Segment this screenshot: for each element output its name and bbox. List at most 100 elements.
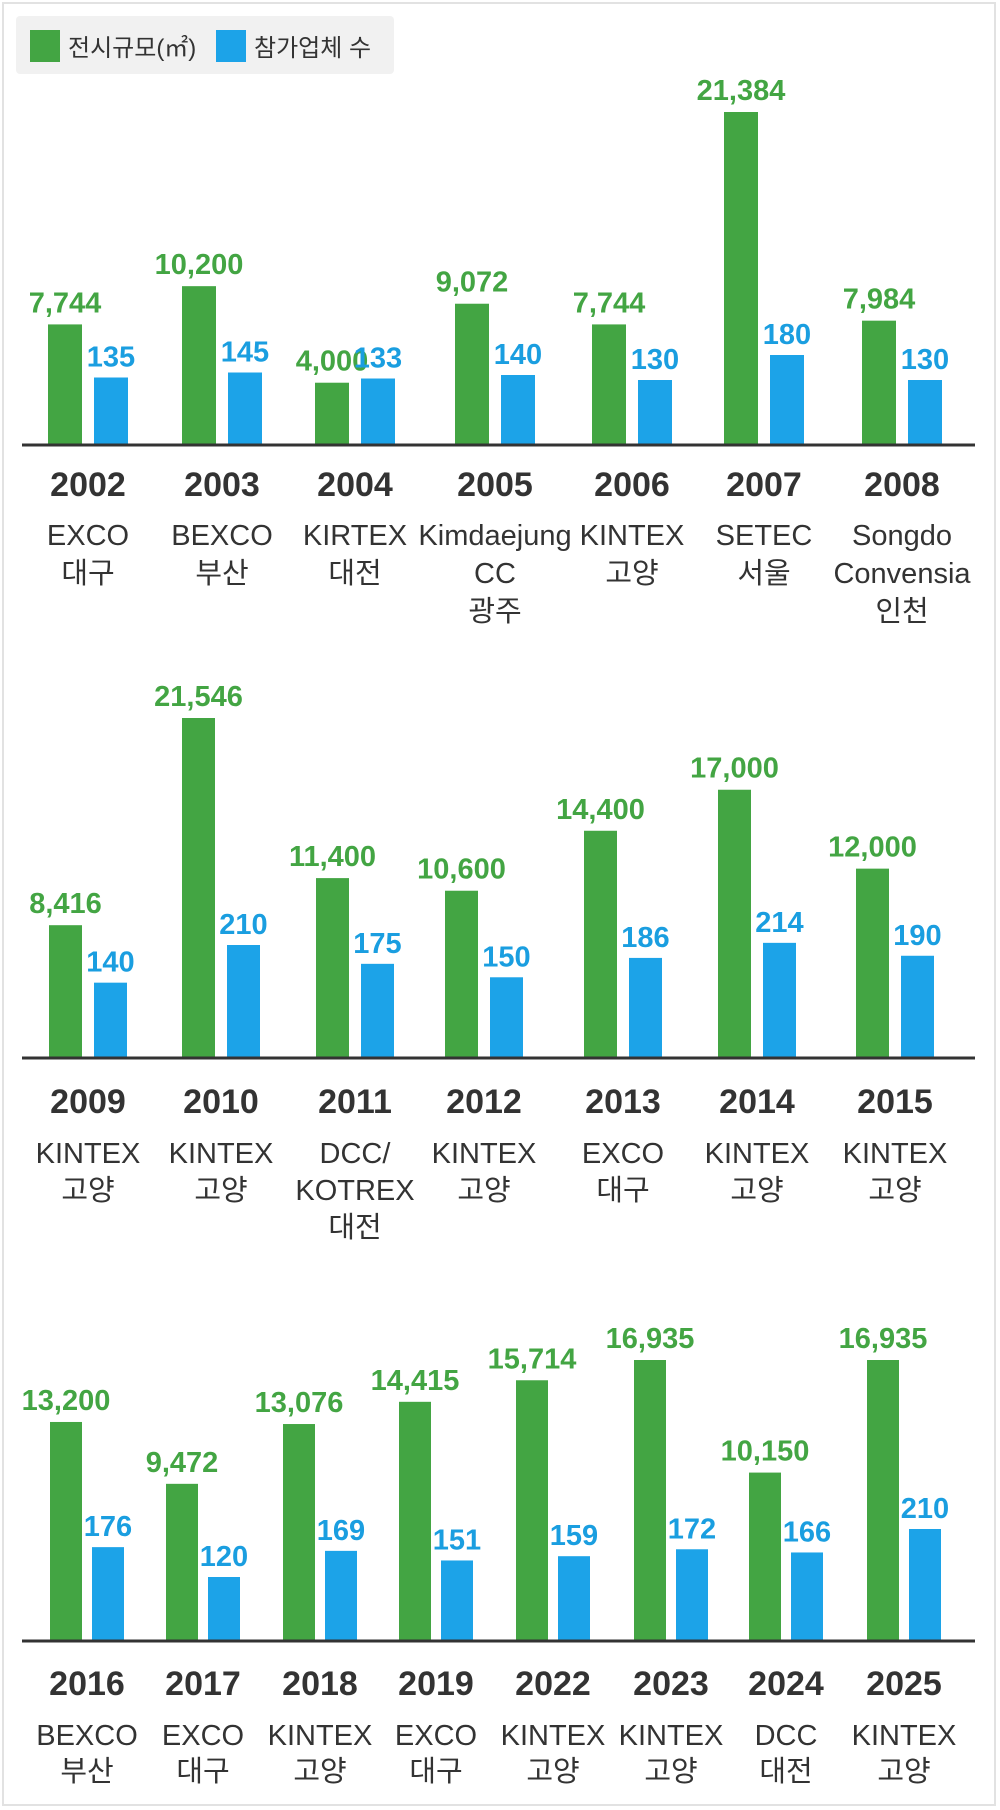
venue-label-2015: 고양 xyxy=(868,1175,921,1207)
bar-area-2002 xyxy=(48,324,82,445)
data-label-area-2004: 4,000 xyxy=(296,346,369,378)
venue-label-2022: KINTEX xyxy=(501,1720,606,1752)
venue-label-2012: 고양 xyxy=(457,1175,510,1207)
bar-area-2005 xyxy=(455,303,489,445)
venue-label-2002: 대구 xyxy=(61,557,114,590)
venue-label-2017: 대구 xyxy=(176,1755,229,1788)
bar-count-2012 xyxy=(490,977,523,1058)
venue-label-2006: 고양 xyxy=(605,558,658,590)
venue-label-2015: KINTEX xyxy=(843,1138,948,1170)
data-label-area-2009: 8,416 xyxy=(29,888,102,920)
data-label-count-2009: 140 xyxy=(86,947,134,979)
data-label-area-2025: 16,935 xyxy=(839,1323,928,1355)
data-label-count-2007: 180 xyxy=(763,319,811,351)
bar-area-2006 xyxy=(592,324,626,445)
legend-swatch-count xyxy=(216,29,246,62)
venue-label-2008: Songdo xyxy=(852,520,952,552)
data-label-count-2022: 159 xyxy=(550,1520,598,1552)
bar-count-2017 xyxy=(208,1577,240,1641)
venue-label-2010: 고양 xyxy=(194,1175,247,1207)
bar-area-2018 xyxy=(283,1424,315,1641)
data-label-count-2002: 135 xyxy=(87,342,135,374)
bar-area-2011 xyxy=(316,878,349,1058)
bar-area-2022 xyxy=(516,1380,548,1641)
venue-label-2022: 고양 xyxy=(526,1756,579,1788)
bar-count-2007 xyxy=(770,355,804,445)
venue-label-2004: 대전 xyxy=(328,557,381,590)
bar-count-2008 xyxy=(908,380,942,445)
venue-label-2003: 부산 xyxy=(195,558,248,590)
data-label-area-2014: 17,000 xyxy=(690,753,779,785)
bar-area-2024 xyxy=(749,1472,781,1641)
year-label-2014: 2014 xyxy=(719,1083,795,1121)
bar-count-2003 xyxy=(228,372,262,445)
venue-label-2005: 광주 xyxy=(468,596,521,628)
data-label-area-2007: 21,384 xyxy=(697,75,786,107)
year-label-2006: 2006 xyxy=(594,466,670,504)
bar-count-2010 xyxy=(227,945,260,1058)
data-label-count-2023: 172 xyxy=(668,1513,716,1545)
bar-count-2023 xyxy=(676,1549,708,1641)
data-label-area-2008: 7,984 xyxy=(843,284,916,316)
year-label-2002: 2002 xyxy=(50,466,126,504)
bar-area-2007 xyxy=(724,112,758,445)
bar-count-2005 xyxy=(501,375,535,445)
bar-area-2014 xyxy=(718,789,751,1058)
bar-count-2011 xyxy=(361,963,394,1058)
year-label-2010: 2010 xyxy=(183,1083,259,1121)
bar-area-2003 xyxy=(182,286,216,445)
bar-count-2006 xyxy=(638,380,672,445)
bar-count-2004 xyxy=(361,378,395,445)
data-label-area-2012: 10,600 xyxy=(417,854,506,886)
data-label-area-2022: 15,714 xyxy=(488,1343,577,1375)
venue-label-2018: 고양 xyxy=(293,1756,346,1788)
venue-label-2019: EXCO xyxy=(395,1720,477,1752)
bar-count-2024 xyxy=(791,1552,823,1641)
bar-area-2009 xyxy=(49,925,82,1058)
venue-label-2011: DCC/ xyxy=(320,1138,392,1170)
bar-count-2009 xyxy=(94,982,127,1058)
data-label-count-2004: 133 xyxy=(354,343,402,375)
bar-area-2010 xyxy=(182,718,215,1058)
venue-label-2016: 부산 xyxy=(60,1756,113,1788)
data-label-area-2019: 14,415 xyxy=(371,1365,460,1397)
year-label-2012: 2012 xyxy=(446,1083,522,1121)
venue-label-2003: BEXCO xyxy=(171,520,273,552)
data-label-area-2005: 9,072 xyxy=(436,267,509,299)
data-label-area-2023: 16,935 xyxy=(606,1323,695,1355)
venue-label-2014: 고양 xyxy=(730,1175,783,1207)
bar-count-2018 xyxy=(325,1550,357,1641)
venue-label-2005: Kimdaejung xyxy=(418,520,571,552)
legend: 전시규모(㎡) 참가업체 수 xyxy=(16,16,394,74)
year-label-2013: 2013 xyxy=(585,1083,661,1121)
venue-label-2024: DCC xyxy=(755,1720,818,1752)
bar-count-2022 xyxy=(558,1556,590,1641)
year-label-2025: 2025 xyxy=(866,1665,942,1703)
venue-label-2009: KINTEX xyxy=(36,1138,141,1170)
data-label-area-2006: 7,744 xyxy=(573,287,646,319)
bar-area-2016 xyxy=(50,1421,82,1641)
year-label-2015: 2015 xyxy=(857,1083,933,1121)
year-label-2016: 2016 xyxy=(49,1665,125,1703)
year-label-2018: 2018 xyxy=(282,1665,358,1703)
legend-label-area: 전시규모(㎡) xyxy=(68,35,197,62)
data-label-count-2016: 176 xyxy=(84,1511,132,1543)
data-label-area-2018: 13,076 xyxy=(255,1387,344,1419)
bar-area-2017 xyxy=(166,1483,198,1641)
venue-label-2008: Convensia xyxy=(833,558,971,590)
data-label-area-2011: 11,400 xyxy=(289,841,376,873)
bar-area-2019 xyxy=(399,1401,431,1641)
data-label-count-2015: 190 xyxy=(893,920,941,952)
bar-count-2015 xyxy=(901,955,934,1058)
data-label-count-2014: 214 xyxy=(755,907,803,939)
bar-area-2012 xyxy=(445,890,478,1058)
venue-label-2016: BEXCO xyxy=(36,1720,138,1752)
venue-label-2024: 대전 xyxy=(759,1755,812,1788)
bar-area-2015 xyxy=(856,868,889,1058)
venue-label-2008: 인천 xyxy=(875,596,928,628)
venue-label-2014: KINTEX xyxy=(705,1138,810,1170)
legend-item-area: 전시규모(㎡) xyxy=(30,28,196,63)
year-label-2008: 2008 xyxy=(864,466,940,504)
venue-label-2013: 대구 xyxy=(596,1174,649,1207)
